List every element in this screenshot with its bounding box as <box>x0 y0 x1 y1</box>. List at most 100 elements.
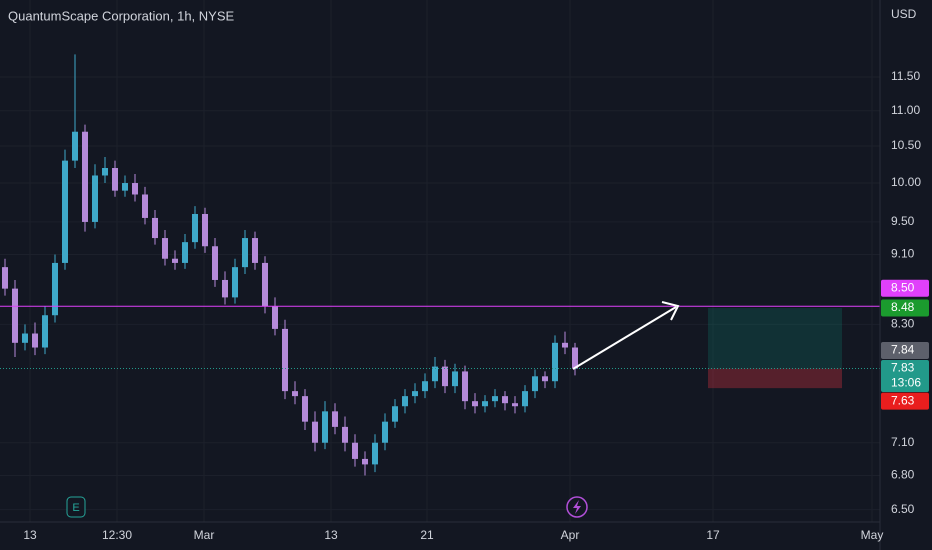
candle-body <box>162 238 168 259</box>
plot <box>0 54 880 476</box>
candle-body <box>402 396 408 407</box>
candle-body <box>32 333 38 348</box>
x-tick-label: 13 <box>23 528 37 542</box>
candle-body <box>412 391 418 397</box>
candle-body <box>492 396 498 402</box>
arrow-head <box>661 301 680 321</box>
candle-body <box>202 213 208 247</box>
candle-body <box>552 342 558 382</box>
price-label-box <box>881 279 929 297</box>
candle-body <box>222 279 228 298</box>
candle-body <box>132 183 138 195</box>
earnings-icon[interactable] <box>66 496 86 518</box>
candle-body <box>462 371 468 402</box>
x-tick-label: Apr <box>561 528 580 542</box>
x-tick-label: May <box>861 528 884 542</box>
candle-body <box>252 238 258 263</box>
candle-body <box>292 391 298 397</box>
grid <box>0 0 880 522</box>
candle-body <box>472 401 478 407</box>
candle-body <box>372 442 378 465</box>
candle-body <box>92 175 98 222</box>
price-label-box <box>881 360 929 393</box>
price-label: 8.48 <box>891 300 915 314</box>
y-tick-label: 11.00 <box>891 103 920 117</box>
candle-body <box>442 366 448 387</box>
x-tick-label: 17 <box>706 528 720 542</box>
candle-body <box>572 347 578 369</box>
price-label: 8.50 <box>891 280 915 294</box>
chart-title: QuantumScape Corporation, 1h, NYSE <box>8 8 235 23</box>
price-label-box <box>881 392 929 410</box>
x-tick-label: 21 <box>420 528 434 542</box>
candle-body <box>432 366 438 382</box>
y-tick-label: 6.80 <box>891 468 915 482</box>
candle-body <box>142 194 148 218</box>
lightning <box>573 500 581 514</box>
candle-body <box>562 342 568 348</box>
price-label-box <box>881 342 929 360</box>
candle-body <box>502 396 508 404</box>
candle-body <box>62 160 68 263</box>
candle-body <box>12 288 18 343</box>
candle-body <box>422 381 428 392</box>
candle-body <box>182 242 188 263</box>
candle-body <box>342 426 348 443</box>
price-label: 7.63 <box>891 393 915 407</box>
candle-body <box>522 391 528 407</box>
candle-body <box>232 267 238 298</box>
candle-body <box>2 267 8 289</box>
candle-body <box>302 396 308 422</box>
y-tick-label: 10.50 <box>891 138 921 152</box>
price-label-box <box>881 299 929 317</box>
x-tick-label: 12:30 <box>102 528 132 542</box>
candle-body <box>242 238 248 268</box>
candle-body <box>542 376 548 382</box>
currency: USD <box>891 7 917 21</box>
x-tick-label: Mar <box>194 528 215 542</box>
y-tick-label: 8.30 <box>891 316 915 330</box>
candle-body <box>512 403 518 407</box>
y-tick-label: 7.10 <box>891 435 915 449</box>
candle-body <box>312 421 318 443</box>
candle-body <box>352 442 358 459</box>
candle-body <box>72 131 78 161</box>
loss-zone <box>708 368 842 389</box>
candle-body <box>362 458 368 465</box>
profit-zone <box>708 308 842 369</box>
candle-body <box>272 306 278 329</box>
candle-body <box>172 258 178 263</box>
candle-body <box>52 262 58 316</box>
candle-body <box>212 246 218 280</box>
candle-body <box>532 376 538 392</box>
price-label: 7.84 <box>891 343 915 357</box>
candle-body <box>282 328 288 392</box>
candle-body <box>262 262 268 307</box>
y-tick-label: 9.50 <box>891 214 915 228</box>
candle-body <box>392 406 398 422</box>
price-label: 7.83 <box>891 361 915 375</box>
candle-body <box>82 131 88 222</box>
y-tick-label: 6.50 <box>891 502 915 516</box>
candle-body <box>122 183 128 191</box>
candle-body <box>192 213 198 243</box>
candle-body <box>22 333 28 343</box>
candle-body <box>322 411 328 443</box>
earnings-label: E <box>72 502 79 514</box>
y-tick-label: 9.10 <box>891 247 915 261</box>
countdown: 13:06 <box>891 376 921 390</box>
candle-body <box>112 168 118 191</box>
arrow-shaft <box>572 306 677 370</box>
candle-body <box>482 401 488 407</box>
candle-body <box>452 371 458 387</box>
candle-body <box>152 217 158 239</box>
y-tick-label: 11.50 <box>891 69 920 83</box>
position-zone <box>708 308 842 389</box>
x-tick-label: 13 <box>324 528 338 542</box>
candle-body <box>102 168 108 176</box>
candle-body <box>332 411 338 427</box>
y-tick-label: 10.00 <box>891 175 921 189</box>
candle-body <box>382 421 388 443</box>
